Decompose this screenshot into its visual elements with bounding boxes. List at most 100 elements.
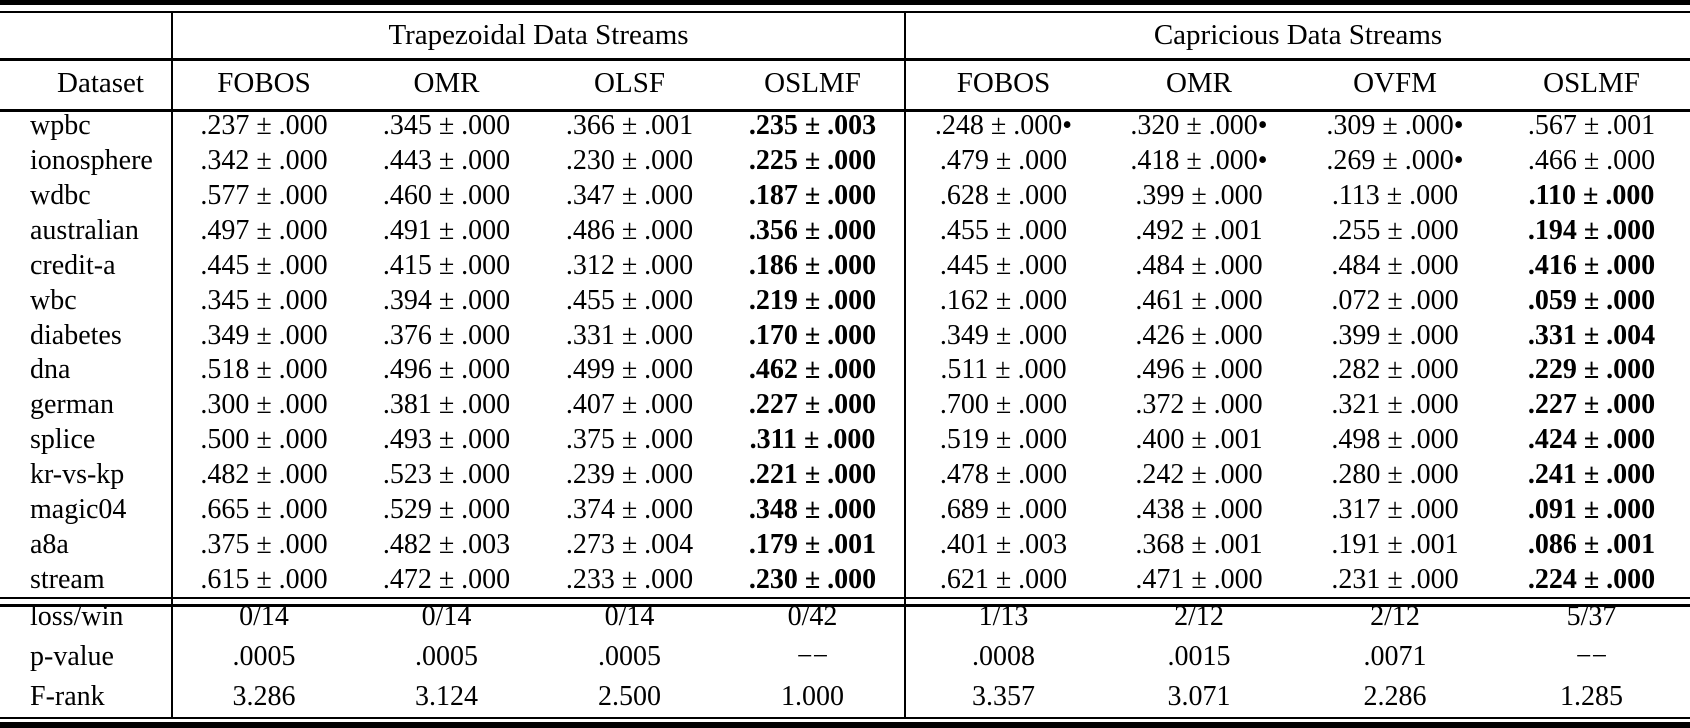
column-header-ovfm: OVFM [1353,67,1437,99]
value-cell: .492 ± .001 [1135,215,1263,246]
top-rule-thick [0,0,1690,5]
value-cell: .242 ± .000 [1135,459,1263,491]
value-cell: .230 ± .000 [565,145,694,177]
table-row: credit-a .445 ± .000 .415 ± .000 .312 ± .0… [0,248,1690,284]
table-footer: loss/win 0/14 0/14 0/14 0/42 1/13 2/12 2/12 5/3… [0,597,1690,718]
footer-value-cell: 2.500 [598,681,661,713]
value-cell: .225 ± .000 [748,145,877,177]
value-cell: .255 ± .000 [1331,215,1459,246]
value-cell: .349 ± .000 [171,318,355,354]
value-cell: .162 ± .000 [904,283,1101,319]
group-header-trapezoidal: Trapezoidal Data Streams [171,13,905,58]
value-cell: .300 ± .000 [171,387,355,423]
value-cell: .443 ± .000 [382,145,511,177]
value-cell: .233 ± .000 [565,563,694,595]
value-cell: .191 ± .001 [1331,528,1459,560]
table-row: splice .500 ± .000 .493 ± .000 .375 ± .000… [0,422,1690,458]
bottom-rule-thin [0,717,1690,719]
footer-value-cell: 5/37 [1566,601,1617,633]
value-cell: .239 ± .000 [565,459,694,491]
value-cell: .689 ± .000 [904,492,1101,528]
footer-label-cell: loss/win [30,601,124,633]
dataset-cell: credit-a [30,249,116,281]
value-cell: .471 ± .000 [1135,563,1263,595]
value-cell: .345 ± .000 [171,283,355,319]
value-cell: .345 ± .000 [382,110,511,142]
value-cell: .170 ± .000 [748,319,877,351]
value-cell: .309 ± .000• [1326,110,1464,142]
table-row: australian .497 ± .000 .491 ± .000 .486 ± … [0,213,1690,249]
footer-label-cell: p-value [30,641,114,673]
value-cell: .518 ± .000 [171,353,355,388]
dataset-cell: german [30,389,114,421]
value-cell: .091 ± .000 [1527,493,1656,525]
table-row: wdbc .577 ± .000 .460 ± .000 .347 ± .000 .1… [0,178,1690,214]
value-cell: .376 ± .000 [382,319,511,351]
footer-value-cell: .0015 [1167,641,1231,673]
value-cell: .186 ± .000 [748,249,877,281]
value-cell: .462 ± .000 [748,354,877,386]
dataset-cell: australian [30,215,139,246]
column-header-rule [0,109,1690,112]
footer-value-cell: 3.357 [904,677,1101,718]
footer-value-cell: .0005 [598,641,661,673]
dataset-cell: splice [30,424,96,456]
value-cell: .529 ± .000 [382,493,511,525]
value-cell: .342 ± .000 [171,143,355,179]
column-header-omr-capr: OMR [1165,67,1233,99]
value-cell: .194 ± .000 [1527,215,1656,246]
table-row: dna .518 ± .000 .496 ± .000 .499 ± .000 .46… [0,353,1690,388]
value-cell: .113 ± .000 [1331,180,1459,212]
footer-value-cell: 0/14 [171,597,355,638]
dataset-cell: a8a [30,528,69,560]
value-cell: .179 ± .001 [748,528,877,560]
value-cell: .445 ± .000 [171,248,355,284]
value-cell: .615 ± .000 [171,562,355,598]
footer-value-cell: 3.286 [171,677,355,718]
dataset-cell: kr-vs-kp [30,459,125,491]
value-cell: .493 ± .000 [382,424,511,456]
value-cell: .394 ± .000 [382,284,511,316]
group-header-capricious: Capricious Data Streams [903,13,1690,58]
value-cell: .511 ± .000 [904,353,1101,388]
footer-value-cell: 1.000 [781,681,844,713]
value-cell: .356 ± .000 [748,215,877,246]
value-cell: .375 ± .000 [565,424,694,456]
footer-value-cell: 3.124 [415,681,478,713]
value-cell: .519 ± .000 [904,422,1101,458]
value-cell: .311 ± .000 [749,424,876,456]
value-cell: .499 ± .000 [565,354,694,386]
footer-value-cell: 2/12 [1174,601,1224,633]
value-cell: .273 ± .004 [565,528,694,560]
value-cell: .187 ± .000 [748,180,877,212]
value-cell: .497 ± .000 [171,213,355,249]
value-cell: .237 ± .000 [171,109,355,144]
value-cell: .227 ± .000 [748,389,877,421]
value-cell: .348 ± .000 [748,493,877,525]
footer-value-cell: .0005 [415,641,478,673]
footer-value-cell: 0/14 [604,601,655,633]
group-header-row: Trapezoidal Data Streams Capricious Data… [0,13,1690,58]
value-cell: .372 ± .000 [1135,389,1263,421]
value-cell: .426 ± .000 [1135,319,1263,351]
value-cell: .484 ± .000 [1331,249,1459,281]
table-row: magic04 .665 ± .000 .529 ± .000 .374 ± .00… [0,492,1690,528]
value-cell: .399 ± .000 [1135,180,1263,212]
value-cell: .374 ± .000 [565,493,694,525]
value-cell: .059 ± .000 [1527,284,1656,316]
dataset-cell: wdbc [30,180,91,212]
value-cell: .399 ± .000 [1331,319,1459,351]
value-cell: .320 ± .000• [1130,110,1268,142]
footer-value-cell: −− [796,641,829,673]
value-cell: .418 ± .000• [1130,145,1268,177]
dataset-cell: ionosphere [30,145,153,177]
table-row: kr-vs-kp .482 ± .000 .523 ± .000 .239 ± .0… [0,457,1690,493]
footer-row: loss/win 0/14 0/14 0/14 0/42 1/13 2/12 2/12 5/3… [0,597,1690,638]
dataset-cell: dna [30,354,71,386]
value-cell: .416 ± .000 [1527,249,1656,281]
value-cell: .368 ± .001 [1135,528,1263,560]
table-row: diabetes .349 ± .000 .376 ± .000 .331 ± .0… [0,318,1690,354]
group-header-spacer [0,13,172,58]
value-cell: .466 ± .000 [1527,145,1656,177]
dataset-cell: magic04 [30,493,127,525]
